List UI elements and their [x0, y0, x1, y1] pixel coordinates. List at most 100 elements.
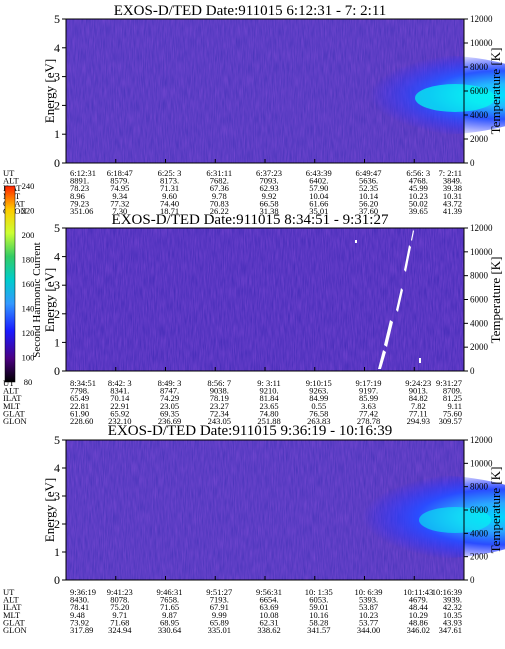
ephemeris-value: 9:36:19 — [70, 587, 96, 597]
ephemeris-value: 23.27 — [210, 401, 229, 411]
ephemeris-value: 23.65 — [259, 401, 278, 411]
colorbar-tick-label: 200 — [22, 230, 35, 240]
ephemeris-value: 9:51:27 — [206, 587, 232, 597]
ephemeris-value: 6053. — [309, 595, 328, 605]
ephemeris-value: 9.11 — [447, 401, 462, 411]
ephemeris-value: 48.44 — [409, 602, 429, 612]
spectrogram-panel-1: EXOS-D/TED Date:911015 6:12:31 - 7: 2:11… — [3, 3, 505, 216]
colorbar-tick-label: 180 — [22, 255, 35, 265]
ephemeris-value: 9.87 — [162, 610, 177, 620]
ephemeris-value: 74.95 — [110, 183, 129, 193]
x-ticks — [65, 367, 465, 371]
ephemeris-value: 9197. — [359, 386, 378, 396]
y2-tick-label: 4000 — [470, 110, 489, 120]
ephemeris-value: 43.93 — [443, 617, 462, 627]
colorbar-tick-label: 220 — [22, 206, 35, 216]
streak — [355, 240, 357, 243]
ephemeris-value: 344.00 — [357, 625, 380, 635]
ephemeris-value: 0.55 — [311, 401, 326, 411]
ephemeris-value: 53.77 — [359, 617, 378, 627]
ephemeris-value: 9038. — [210, 386, 229, 396]
y2-tick-label: 12000 — [470, 223, 493, 233]
ephemeris-value: 81.25 — [443, 393, 462, 403]
ephemeris-value: 9:24:23 — [405, 378, 431, 388]
colorbar-label: Second Harmonic Current — [31, 242, 43, 357]
ephemeris-value: 317.89 — [70, 625, 93, 635]
ephemeris-value: 8579. — [110, 176, 129, 186]
ephemeris-value: 8709. — [443, 386, 462, 396]
ephemeris-value: 347.61 — [439, 625, 462, 635]
ephemeris-value: 6:31:11 — [206, 168, 232, 178]
ephemeris-value: 31.38 — [259, 206, 278, 216]
ephemeris-value: 67.91 — [210, 602, 229, 612]
y-tick-label: 4 — [54, 41, 60, 55]
ephemeris-value: 9:17:19 — [356, 378, 382, 388]
y2-tick-label: 10000 — [470, 458, 493, 468]
ephemeris-value: 3.63 — [361, 401, 376, 411]
ephemeris-value: 9:31:27 — [436, 378, 462, 388]
y-tick-label: 1 — [54, 335, 60, 349]
ephemeris-value: 22.91 — [110, 401, 129, 411]
ephemeris-value: 70.83 — [210, 198, 229, 208]
ephemeris-value: 263.83 — [307, 416, 330, 426]
ephemeris-value: 335.01 — [208, 625, 231, 635]
y2-ticks: 0 2000 4000 6000 8000 10000 12000 — [464, 14, 493, 168]
ephemeris-value: 6402. — [309, 176, 328, 186]
ephemeris-value: 10.29 — [409, 610, 428, 620]
ephemeris-value: 10.04 — [309, 191, 329, 201]
colorbar-tick-label: 240 — [22, 181, 35, 191]
ephemeris-value: 8:42: 3 — [108, 378, 132, 388]
ephemeris-value: 7193. — [210, 595, 229, 605]
ephemeris-value: 35.01 — [309, 206, 328, 216]
y2-tick-label: 2000 — [470, 552, 489, 562]
ephemeris-value: 9:41:23 — [107, 587, 133, 597]
y2-tick-label: 4000 — [470, 318, 489, 328]
ephemeris-value: 7093. — [259, 176, 278, 186]
y2-tick-label: 10000 — [470, 38, 493, 48]
ephemeris-value: 52.35 — [359, 183, 378, 193]
streak — [411, 230, 414, 241]
ephemeris-value: 6:49:47 — [356, 168, 382, 178]
ephemeris-value: 9:56:31 — [256, 587, 282, 597]
ephemeris-value: 6:18:47 — [107, 168, 133, 178]
ephemeris-columns: 6:12:318891.78.238.9679.23351.066:18:478… — [70, 168, 462, 216]
ephemeris-value: 77.42 — [359, 408, 378, 418]
y2-tick-label: 8000 — [470, 62, 489, 72]
ephemeris-value: 341.57 — [307, 625, 330, 635]
ephemeris-value: 22.81 — [70, 401, 89, 411]
y-tick-label: 5 — [54, 433, 60, 447]
panel-title: EXOS-D/TED Date:911015 9:36:19 - 10:16:3… — [108, 423, 392, 439]
ephemeris-value: 74.80 — [259, 408, 278, 418]
y-tick-label: 3 — [54, 278, 60, 292]
ephemeris-value: 78.41 — [70, 602, 89, 612]
ephemeris-value: 8.96 — [70, 191, 85, 201]
row-label: GLON — [3, 625, 27, 635]
colorbar-tick-label: 140 — [22, 304, 35, 314]
ephemeris-value: 67.36 — [210, 183, 229, 193]
ephemeris-value: 10.23 — [359, 610, 378, 620]
ephemeris-value: 228.60 — [70, 416, 93, 426]
ephemeris-value: 68.95 — [160, 617, 179, 627]
row-label: MLT — [3, 610, 21, 620]
ephemeris-value: 7: 2:11 — [438, 168, 462, 178]
ephemeris-value: 7682. — [210, 176, 229, 186]
y2-tick-label: 2000 — [470, 342, 489, 352]
y2-axis-label: Temperature [K] — [488, 257, 503, 344]
ephemeris-value: 9263. — [309, 386, 328, 396]
ephemeris-value: 8:49: 3 — [158, 378, 182, 388]
row-label: GLON — [3, 416, 27, 426]
y2-tick-label: 0 — [470, 575, 475, 585]
signal-blob — [310, 55, 505, 135]
y-ticks: 0 1 2 3 4 5 — [54, 221, 66, 378]
y2-axis-label: Temperature [K] — [488, 48, 503, 135]
ephemeris-value: 5636. — [359, 176, 378, 186]
streak — [404, 245, 411, 272]
ephemeris-value: 309.57 — [439, 416, 462, 426]
colorbar-ticks: 80 100 120 140 160 180 200 220 240 — [22, 181, 35, 387]
ephemeris-value: 7.82 — [411, 401, 426, 411]
colorbar-tick-label: 100 — [22, 353, 35, 363]
ephemeris-value: 39.65 — [409, 206, 428, 216]
ephemeris-value: 63.69 — [259, 602, 278, 612]
ephemeris-value: 56.20 — [359, 198, 378, 208]
